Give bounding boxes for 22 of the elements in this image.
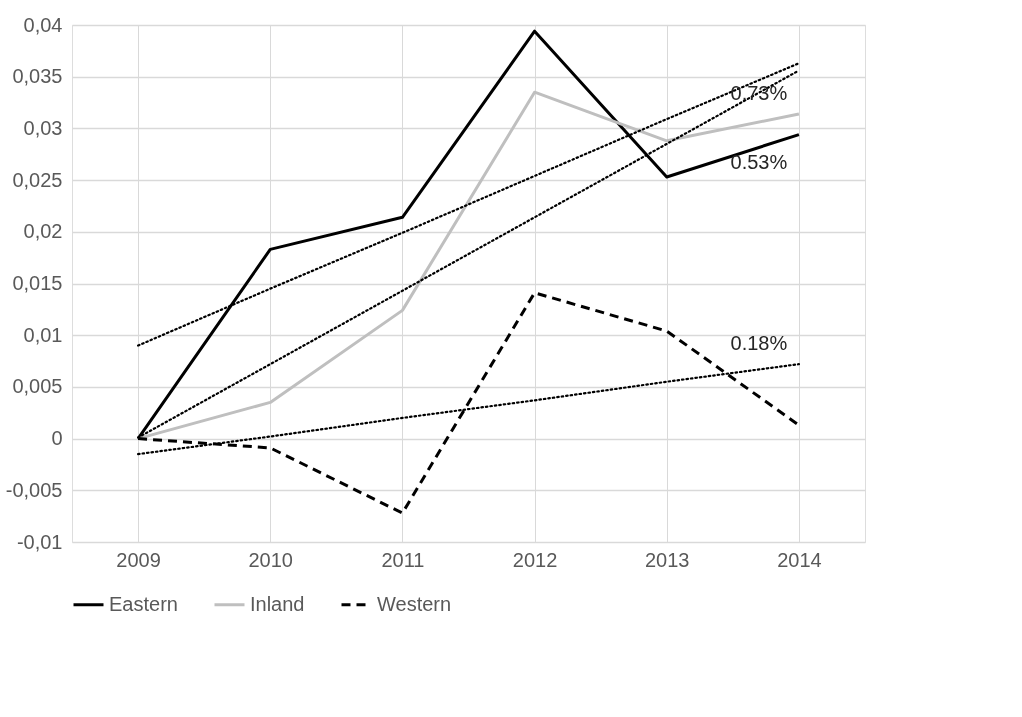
y-tick-label: 0,02 — [23, 220, 63, 243]
x-tick-label: 2009 — [116, 548, 161, 571]
x-tick-label: 2014 — [777, 548, 822, 571]
legend-label: Western — [377, 592, 452, 615]
legend-label: Inland — [250, 592, 305, 615]
y-tick-label: -0,005 — [5, 478, 63, 501]
y-tick-label: 0,01 — [23, 323, 63, 346]
x-tick-label: 2012 — [512, 548, 558, 571]
legend-label: Eastern — [109, 592, 178, 615]
y-tick-label: 0,005 — [12, 375, 63, 398]
y-tick-label: 0,03 — [23, 116, 63, 139]
x-tick-label: 2010 — [248, 548, 293, 571]
y-tick-label: 0,035 — [12, 65, 63, 88]
annotation: 0.18% — [730, 332, 788, 355]
y-tick-label: -0,01 — [16, 530, 63, 553]
y-tick-label: 0,025 — [12, 168, 63, 191]
y-tick-label: 0,04 — [23, 13, 63, 36]
x-tick-label: 2013 — [645, 548, 690, 571]
annotation: 0.53% — [730, 150, 788, 173]
y-tick-label: 0 — [51, 427, 63, 450]
x-tick-label: 2011 — [381, 548, 425, 571]
y-tick-label: 0,015 — [12, 272, 63, 294]
